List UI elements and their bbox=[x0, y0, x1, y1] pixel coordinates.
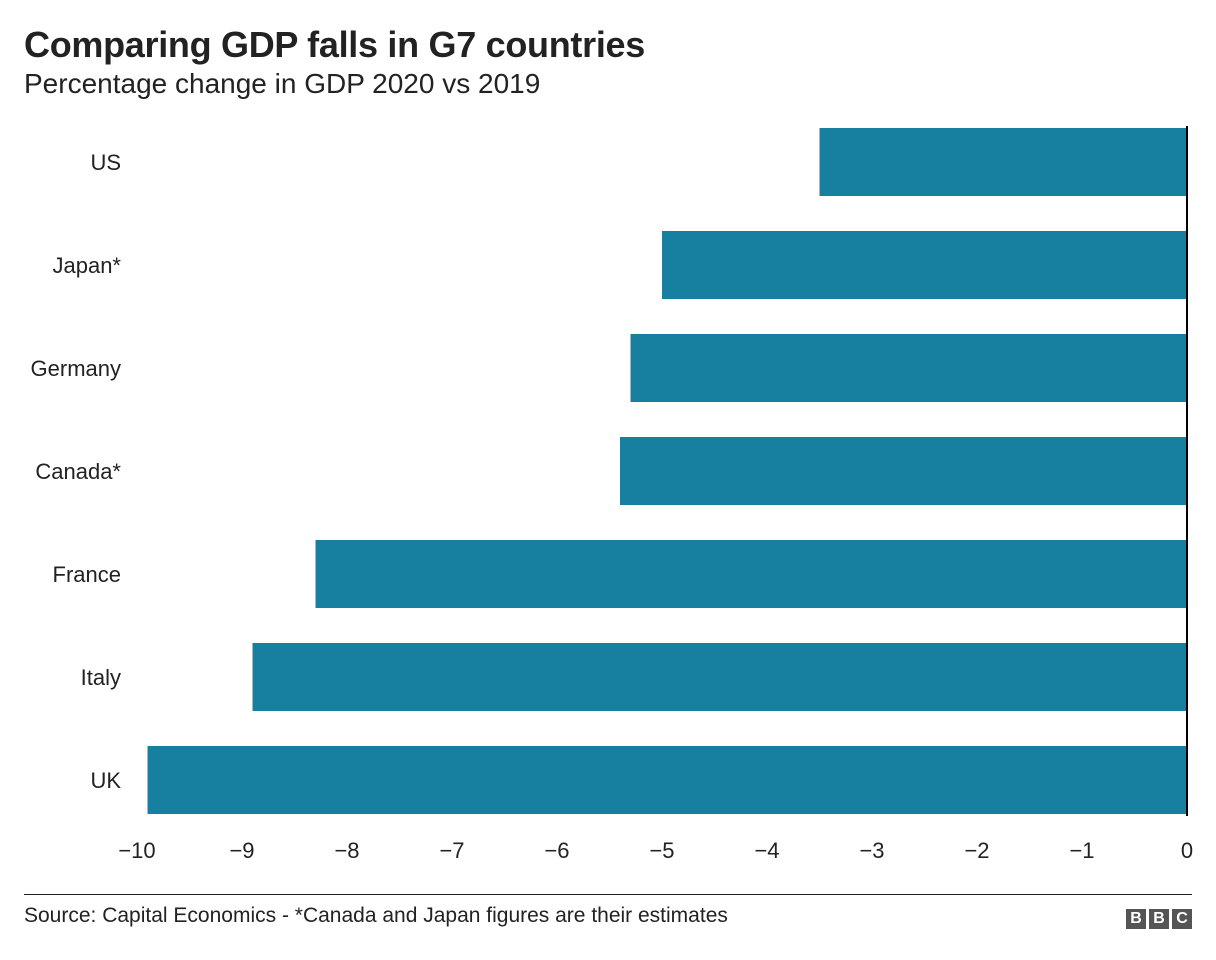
category-label-uk: UK bbox=[90, 768, 121, 793]
x-tick-label: −6 bbox=[544, 838, 569, 863]
chart-title: Comparing GDP falls in G7 countries bbox=[24, 24, 645, 65]
x-tick-label: −7 bbox=[439, 838, 464, 863]
category-label-italy: Italy bbox=[81, 665, 121, 690]
x-tick-label: −8 bbox=[334, 838, 359, 863]
category-label-japan: Japan* bbox=[52, 253, 121, 278]
category-label-germany: Germany bbox=[31, 356, 121, 381]
bar-france bbox=[315, 540, 1187, 608]
category-labels: US Japan* Germany Canada* France Italy UK bbox=[31, 150, 122, 793]
bar-uk bbox=[147, 746, 1187, 814]
x-tick-label: 0 bbox=[1181, 838, 1193, 863]
bbc-logo: B B C bbox=[1126, 909, 1192, 929]
chart-subtitle: Percentage change in GDP 2020 vs 2019 bbox=[24, 68, 541, 99]
bar-canada bbox=[620, 437, 1187, 505]
logo-letter-c: C bbox=[1172, 909, 1192, 929]
source-note: Source: Capital Economics - *Canada and … bbox=[24, 904, 728, 927]
logo-letter-b1: B bbox=[1126, 909, 1146, 929]
bar-japan bbox=[662, 231, 1187, 299]
x-tick-label: −10 bbox=[118, 838, 155, 863]
x-tick-label: −5 bbox=[649, 838, 674, 863]
footer-divider bbox=[24, 894, 1192, 895]
bars-group bbox=[147, 128, 1187, 814]
category-label-us: US bbox=[90, 150, 121, 175]
x-tick-labels: −10 −9 −8 −7 −6 −5 −4 −3 −2 −1 0 bbox=[118, 838, 1193, 863]
logo-letter-b2: B bbox=[1149, 909, 1169, 929]
bar-us bbox=[819, 128, 1187, 196]
x-tick-label: −3 bbox=[859, 838, 884, 863]
bar-italy bbox=[252, 643, 1187, 711]
x-tick-label: −4 bbox=[754, 838, 779, 863]
category-label-france: France bbox=[53, 562, 121, 587]
x-tick-label: −1 bbox=[1069, 838, 1094, 863]
x-tick-label: −9 bbox=[229, 838, 254, 863]
category-label-canada: Canada* bbox=[35, 459, 121, 484]
x-tick-label: −2 bbox=[964, 838, 989, 863]
bar-germany bbox=[630, 334, 1187, 402]
